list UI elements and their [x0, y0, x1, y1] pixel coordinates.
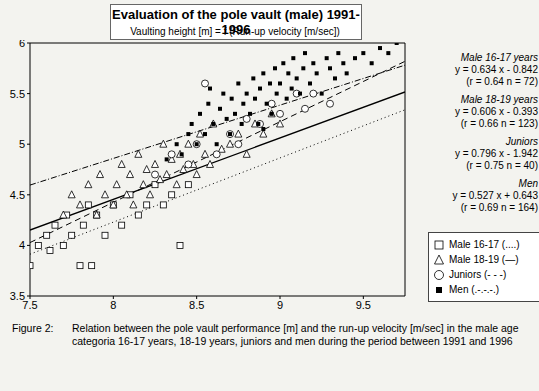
- html-text:Male 16-17 years: Male 16-17 years: [460, 52, 538, 63]
- html-text:Relation between the pole vaul: Relation between the pole vault performa…: [72, 322, 519, 347]
- html-text:y = 0.606 x - 0.393: y = 0.606 x - 0.393: [454, 106, 538, 117]
- html-text:Juniors (- - -): Juniors (- - -): [449, 269, 507, 280]
- html-text:Male 18-19 years: Male 18-19 years: [460, 94, 538, 105]
- svg-text:8.5: 8.5: [189, 299, 204, 311]
- svg-text:5: 5: [19, 138, 25, 150]
- svg-text:3.5: 3.5: [10, 290, 25, 302]
- html-text:(r = 0.66 n = 123): (r = 0.66 n = 123): [460, 118, 538, 129]
- html-text:(r = 0.75 n = 40): (r = 0.75 n = 40): [466, 160, 538, 171]
- html-text:y = 0.634 x - 0.842: y = 0.634 x - 0.842: [454, 64, 538, 75]
- svg-text:4: 4: [19, 239, 25, 251]
- svg-text:5.5: 5.5: [10, 88, 25, 100]
- html-text:Men: Men: [518, 178, 538, 189]
- html-text:y = 0.527 x + 0.643: y = 0.527 x + 0.643: [452, 190, 538, 201]
- html-text:Male 16-17 (....): Male 16-17 (....): [449, 239, 520, 250]
- svg-text:9.5: 9.5: [356, 299, 371, 311]
- html-text:Men (.-.-.-.): Men (.-.-.-.): [449, 284, 499, 295]
- html-text:Male 18-19 (—): Male 18-19 (—): [449, 254, 519, 265]
- svg-text:9: 9: [277, 299, 283, 311]
- html-text:Evaluation of the pole vault (: Evaluation of the pole vault (male) 1991…: [112, 7, 360, 37]
- svg-text:7.5: 7.5: [22, 298, 38, 311]
- svg-text:4.5: 4.5: [10, 189, 25, 201]
- html-text:(r = 0.69 n = 164): (r = 0.69 n = 164): [460, 202, 538, 213]
- svg-text:6: 6: [19, 40, 25, 49]
- html-text:(r = 0.64 n = 72): (r = 0.64 n = 72): [466, 76, 538, 87]
- svg-text:8: 8: [110, 299, 116, 311]
- html-text:Vaulting height [m] = f (Run-u: Vaulting height [m] = f (Run-up velocity…: [130, 26, 340, 37]
- html-text:Juniors: Juniors: [505, 136, 538, 147]
- html-text:y = 0.796 x - 1.942: y = 0.796 x - 1.942: [454, 148, 538, 159]
- html-text:Figure 2:: Figure 2:: [12, 322, 54, 334]
